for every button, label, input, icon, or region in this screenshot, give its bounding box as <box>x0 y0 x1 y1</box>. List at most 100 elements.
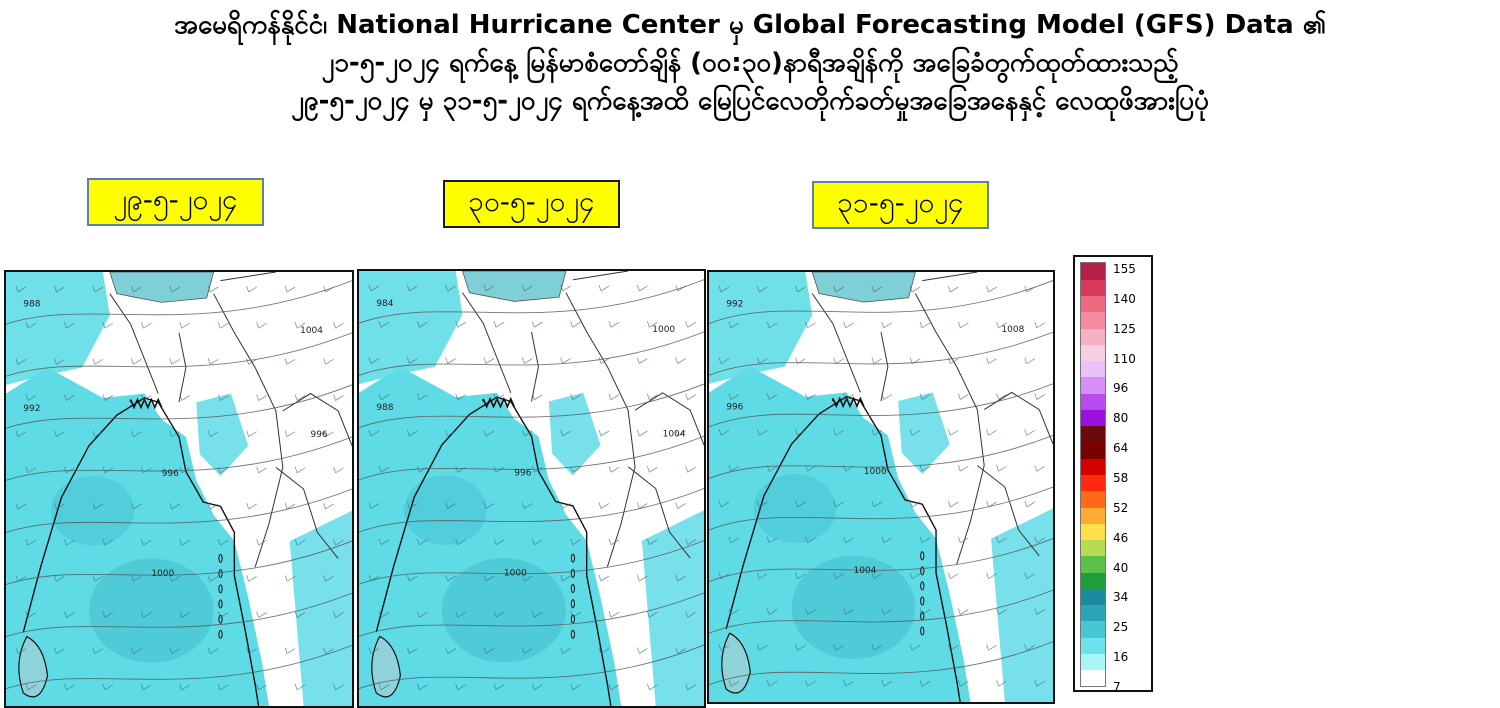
wind-barb <box>294 611 306 618</box>
strong-wind-patch <box>441 558 566 663</box>
wind-barb <box>718 357 730 365</box>
wind-barb <box>957 680 969 687</box>
wind-barb <box>1024 572 1035 580</box>
wind-barb <box>368 284 380 292</box>
legend-tick-label: 110 <box>1113 351 1136 366</box>
andaman-island <box>920 626 925 636</box>
wind-barb <box>284 430 296 438</box>
wind-barb <box>521 574 533 582</box>
wind-barb <box>805 321 816 329</box>
title-line-1: အမေရိကန်နိုင်ငံ၊ National Hurricane Cent… <box>174 10 1326 40</box>
wind-barb <box>140 466 152 474</box>
country-border <box>531 331 539 402</box>
wind-barb <box>284 502 296 510</box>
wind-barb <box>54 430 65 438</box>
wind-barb <box>766 608 778 615</box>
andaman-island <box>218 553 223 563</box>
wind-barb <box>64 466 75 474</box>
isobar-label: 1008 <box>1001 325 1024 335</box>
wind-barb <box>728 536 740 544</box>
wind-barb <box>996 536 1007 544</box>
wind-barb <box>284 575 296 582</box>
wind-barb <box>909 572 921 580</box>
legend-swatch <box>1081 376 1105 394</box>
legend-swatch <box>1081 393 1105 410</box>
land-wind-shading <box>359 271 463 385</box>
wind-barb <box>766 680 778 687</box>
wind-barb <box>986 644 997 651</box>
wind-barb <box>996 321 1007 329</box>
page-title: အမေရိကန်နိုင်ငံ၊ National Hurricane Cent… <box>0 6 1500 120</box>
wind-barb <box>323 430 334 438</box>
legend-tick-label: 40 <box>1113 560 1129 575</box>
isobar-line <box>709 383 1053 428</box>
country-border <box>811 293 861 393</box>
wind-barb <box>217 683 229 691</box>
himalaya-region <box>811 272 916 303</box>
wind-barb <box>294 539 306 546</box>
wind-barb <box>756 429 768 436</box>
wind-barb <box>957 393 969 400</box>
isobar-line <box>359 592 704 637</box>
legend-tick-label: 64 <box>1113 441 1129 456</box>
wind-map-1: 988 992 996 1000 1004 996 <box>4 270 354 708</box>
wind-barb <box>560 429 571 437</box>
sri-lanka-island <box>371 635 402 698</box>
country-border <box>178 332 187 403</box>
wind-barb <box>947 644 959 651</box>
isobar-line <box>709 280 1053 325</box>
wind-barb <box>560 357 571 364</box>
wind-barb <box>598 647 610 654</box>
country-border <box>462 292 512 393</box>
wind-map-3: 992 996 1000 1004 1008 <box>707 270 1055 704</box>
wind-barb <box>455 466 466 473</box>
wind-barb <box>25 539 37 546</box>
wind-barb <box>217 322 229 329</box>
wind-barb <box>531 393 543 401</box>
wind-barb <box>996 680 1007 687</box>
legend-swatch <box>1081 409 1105 427</box>
wind-barb <box>179 322 190 329</box>
wind-barb <box>843 465 854 472</box>
legend-swatch <box>1081 441 1105 459</box>
wind-barb <box>598 574 610 582</box>
isobar-line <box>709 641 1053 686</box>
wind-barb <box>843 680 854 687</box>
wind-barb <box>54 502 65 510</box>
wind-barb <box>284 358 296 365</box>
wind-barb <box>957 608 969 615</box>
wind-barb <box>92 502 104 510</box>
wind-barb <box>284 285 296 293</box>
wind-barb <box>521 429 533 437</box>
wind-barb <box>246 285 257 293</box>
wind-barb <box>570 393 581 401</box>
wind-barb <box>333 322 344 329</box>
wind-barb <box>445 502 456 509</box>
wind-barb <box>169 647 180 655</box>
coastline <box>22 397 260 706</box>
legend-swatch <box>1081 604 1105 622</box>
legend-swatch <box>1081 279 1105 297</box>
country-border <box>565 292 636 567</box>
legend-swatch <box>1081 637 1105 654</box>
wind-barb <box>636 357 648 364</box>
wind-barb <box>833 500 844 508</box>
country-border <box>572 271 629 281</box>
wind-barb <box>256 683 267 691</box>
wind-barb <box>368 574 380 582</box>
legend-swatch <box>1081 669 1105 686</box>
legend-swatch <box>1081 490 1105 508</box>
andaman-island <box>218 629 223 639</box>
wind-barb <box>406 357 418 364</box>
wind-barb <box>1024 285 1035 293</box>
wind-barb <box>368 647 380 654</box>
wind-barb <box>756 357 768 365</box>
date-label-map-1: ၂၉-၅-၂၀၂၄ <box>87 178 264 226</box>
wind-barb <box>15 575 27 582</box>
wind-barb <box>179 611 190 618</box>
wind-barb <box>333 394 344 401</box>
wind-barb <box>570 538 581 546</box>
wind-barb <box>54 358 65 365</box>
country-border <box>922 272 978 282</box>
country-border <box>880 332 889 402</box>
